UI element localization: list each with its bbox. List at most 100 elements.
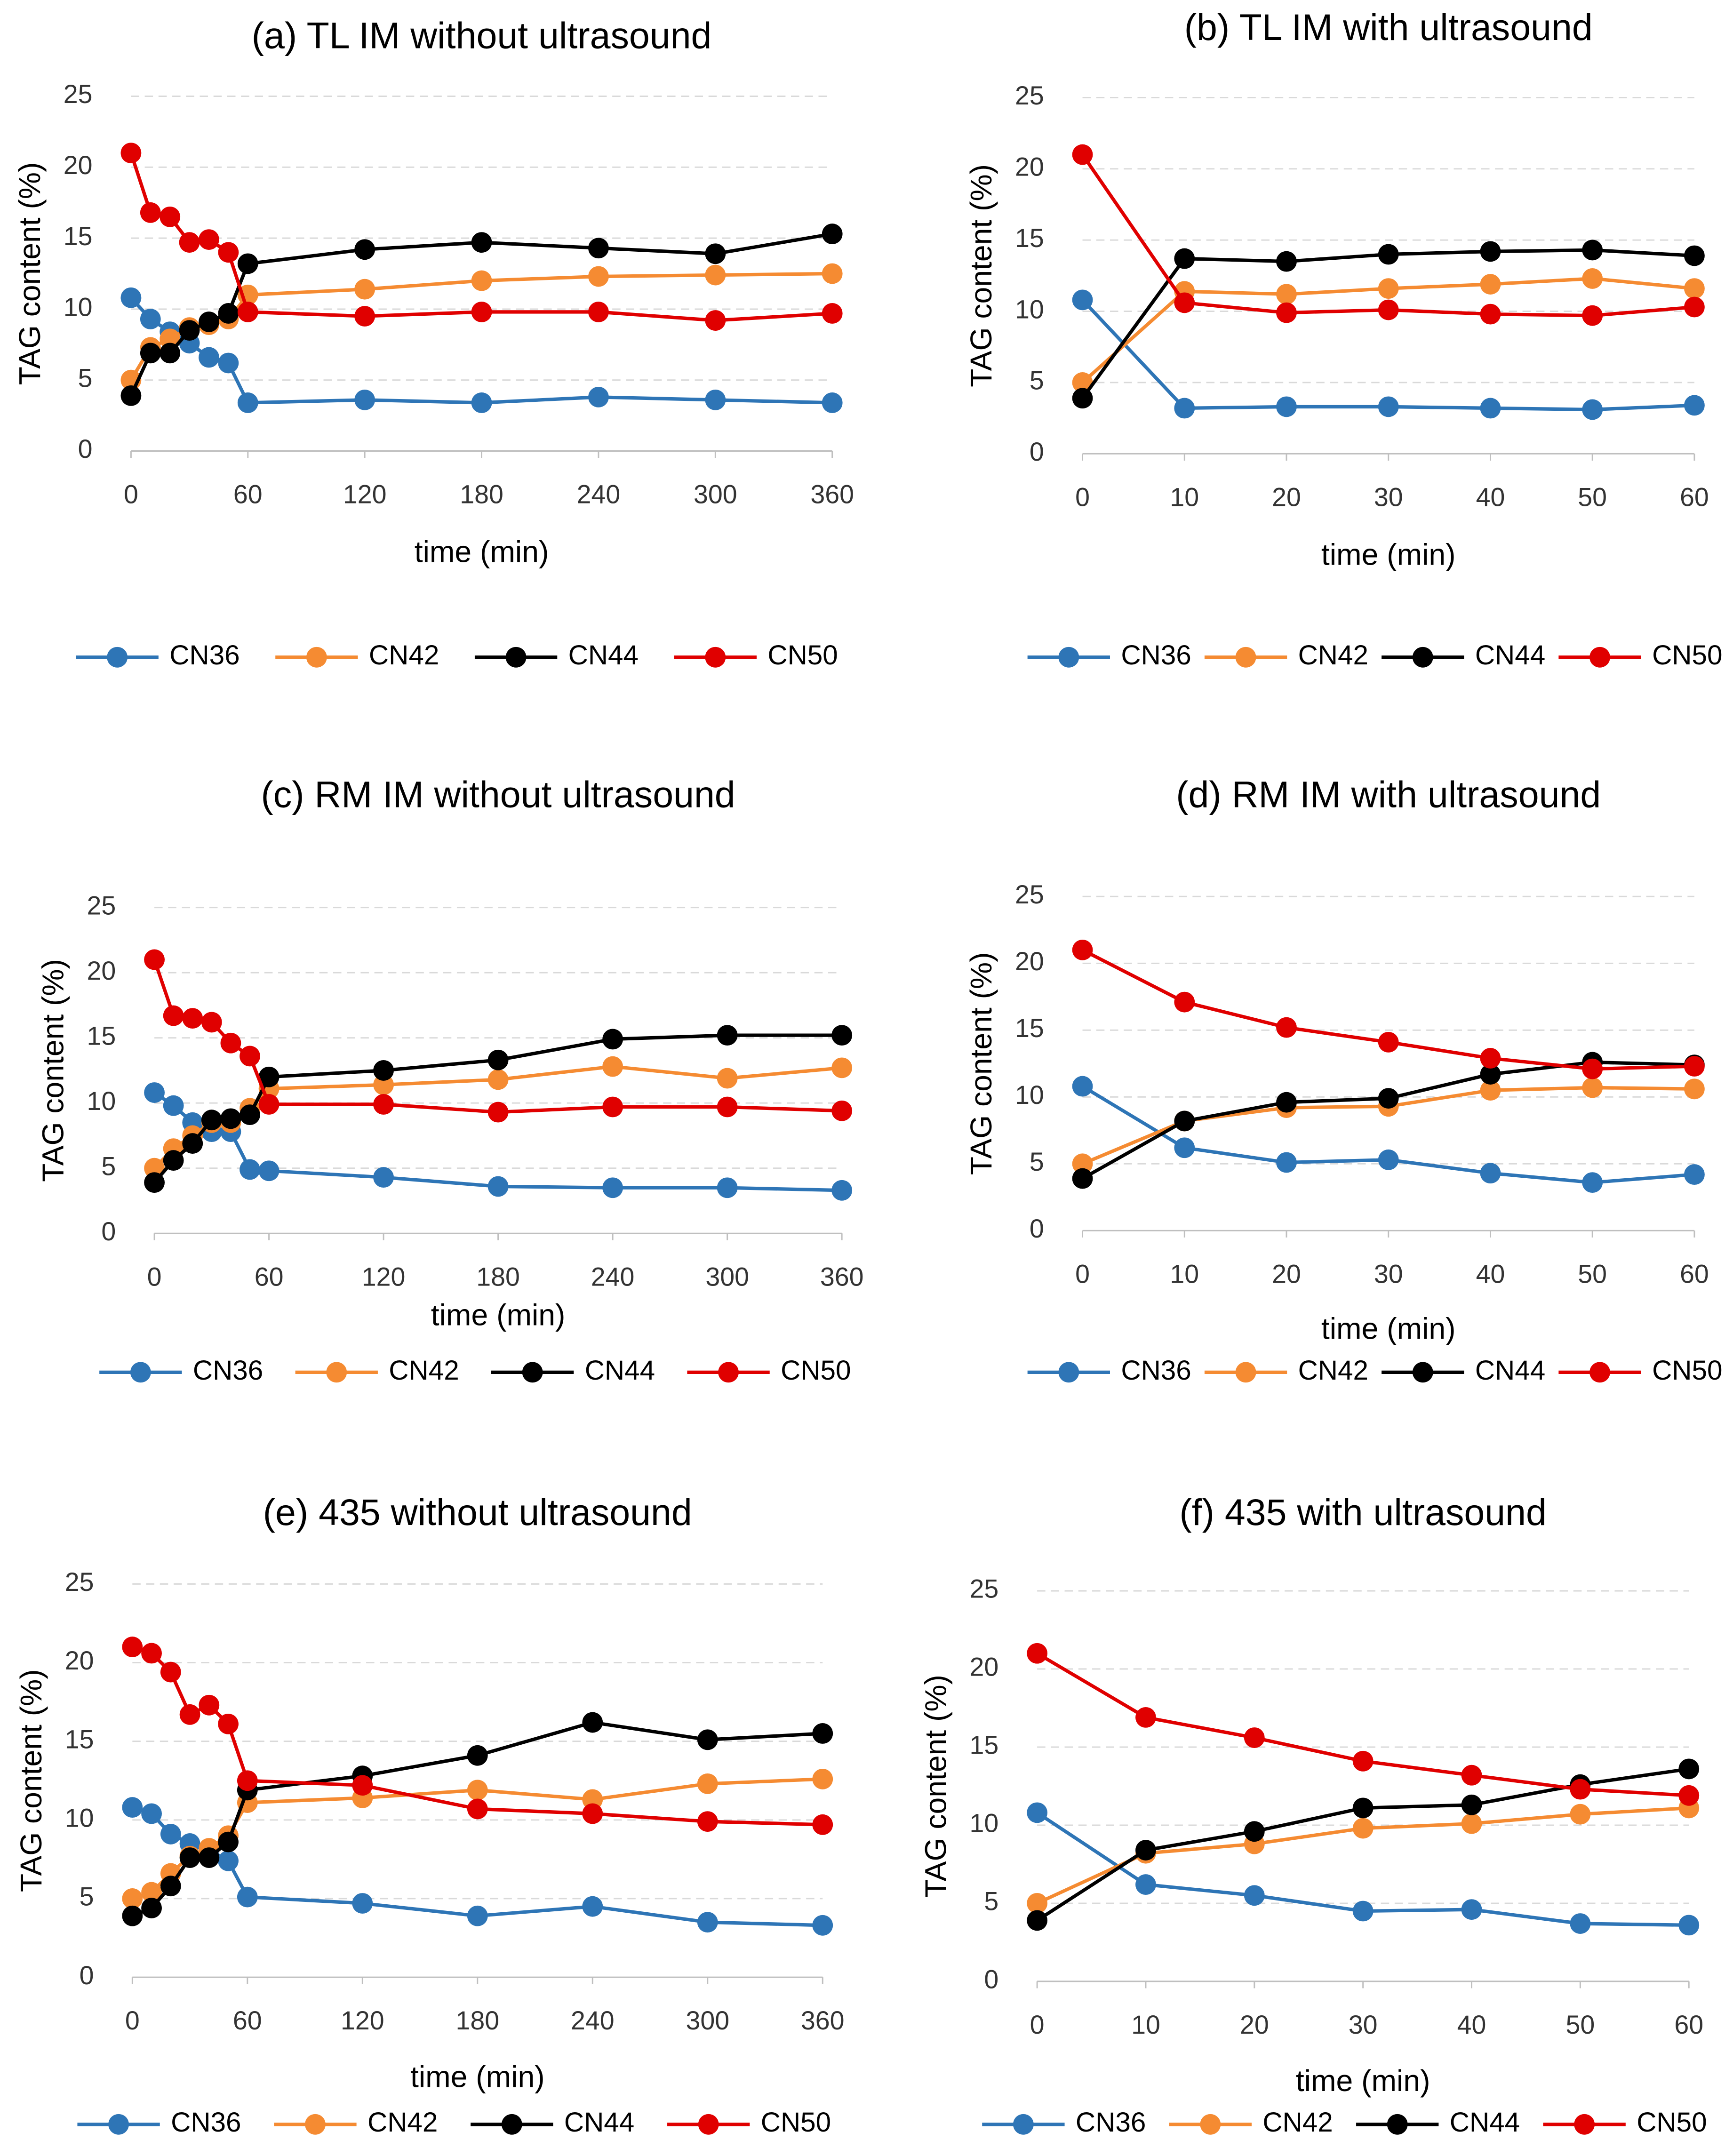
data-point <box>1352 1797 1374 1819</box>
legend-label: CN44 <box>1475 640 1545 671</box>
data-point <box>140 202 161 223</box>
x-tick-label: 60 <box>1680 1259 1709 1288</box>
data-point <box>1678 1915 1700 1936</box>
data-point <box>822 224 843 244</box>
y-axis-label: TAG content (%) <box>964 164 998 387</box>
legend-marker <box>1574 2114 1595 2135</box>
x-tick-label: 120 <box>362 1262 406 1291</box>
legend-marker <box>1387 2114 1408 2135</box>
data-point <box>199 229 219 250</box>
y-tick-label: 20 <box>970 1653 999 1682</box>
x-tick-label: 30 <box>1374 482 1403 511</box>
legend-label: CN42 <box>1262 2107 1333 2138</box>
data-point <box>237 302 258 322</box>
data-point <box>373 1074 394 1095</box>
data-point <box>1480 303 1501 325</box>
data-point <box>160 328 181 350</box>
data-point <box>354 279 375 300</box>
data-point <box>1684 278 1705 299</box>
x-tick-label: 60 <box>233 2006 262 2035</box>
x-axis-label: time (min) <box>431 1298 566 1332</box>
series-line <box>1036 1652 1689 1797</box>
y-tick-label: 20 <box>65 1646 94 1675</box>
data-point <box>218 1850 239 1871</box>
data-point <box>1582 399 1603 420</box>
y-tick-label: 20 <box>1015 152 1044 182</box>
data-point <box>602 1096 623 1118</box>
x-tick-label: 120 <box>341 2006 384 2035</box>
data-point <box>812 1915 833 1936</box>
y-tick-label: 10 <box>1015 295 1044 324</box>
chart-title: (f) 435 with ultrasound <box>1179 1492 1546 1533</box>
data-point <box>144 1082 165 1103</box>
y-tick-label: 0 <box>1030 1214 1044 1243</box>
y-tick-label: 5 <box>1030 366 1044 395</box>
x-tick-label: 300 <box>705 1262 749 1291</box>
data-point <box>1027 1802 1048 1823</box>
data-point <box>163 1150 184 1171</box>
data-point <box>588 302 609 322</box>
x-tick-label: 40 <box>1457 2010 1486 2039</box>
data-point <box>1480 1080 1501 1101</box>
data-point <box>602 1056 623 1077</box>
data-point <box>717 1096 738 1118</box>
legend-marker <box>501 2114 522 2135</box>
data-point <box>1276 1092 1297 1113</box>
data-point <box>373 1167 394 1188</box>
y-axis-label: TAG content (%) <box>14 1669 48 1892</box>
data-point <box>1684 1164 1705 1185</box>
data-point <box>160 206 181 227</box>
data-point <box>1174 398 1195 419</box>
y-tick-label: 20 <box>1015 947 1044 976</box>
data-point <box>1135 1707 1156 1728</box>
data-point <box>1072 289 1093 311</box>
data-point <box>1352 1818 1374 1839</box>
legend-marker <box>1013 2114 1034 2135</box>
series-line <box>1081 248 1695 399</box>
y-tick-label: 10 <box>1015 1080 1044 1110</box>
y-tick-label: 15 <box>87 1021 116 1050</box>
data-point <box>199 1694 220 1716</box>
data-point <box>141 1803 162 1824</box>
legend-label: CN42 <box>369 640 439 671</box>
data-point <box>144 1172 165 1193</box>
x-axis-label: time (min) <box>1321 537 1456 571</box>
data-point <box>1072 372 1093 393</box>
data-point <box>179 1704 200 1725</box>
data-point <box>1276 396 1297 417</box>
x-tick-label: 20 <box>1240 2010 1269 2039</box>
data-point <box>1276 284 1297 305</box>
data-point <box>179 232 200 253</box>
data-point <box>182 1008 203 1029</box>
data-point <box>1678 1758 1700 1780</box>
data-point <box>140 343 161 364</box>
legend-marker <box>130 1362 151 1383</box>
data-point <box>218 303 239 324</box>
legend-label: CN42 <box>1298 1355 1368 1386</box>
data-point <box>1174 991 1195 1013</box>
legend-label: CN50 <box>781 1355 851 1386</box>
y-tick-label: 0 <box>984 1965 998 1994</box>
data-point <box>1072 1153 1093 1174</box>
x-tick-label: 40 <box>1476 1259 1505 1288</box>
data-point <box>831 1100 853 1121</box>
data-point <box>201 1110 222 1131</box>
data-point <box>1027 1910 1048 1931</box>
data-point <box>1582 1077 1603 1098</box>
data-point <box>1276 1017 1297 1038</box>
y-tick-label: 15 <box>1015 1014 1044 1043</box>
x-axis-label: time (min) <box>410 2060 545 2093</box>
y-tick-label: 10 <box>64 293 93 322</box>
legend-label: CN50 <box>761 2107 831 2138</box>
data-point <box>467 1798 488 1820</box>
data-point <box>1582 268 1603 289</box>
data-point <box>1378 396 1399 417</box>
y-tick-label: 20 <box>64 151 93 180</box>
data-point <box>144 1158 165 1179</box>
legend-marker <box>1058 647 1079 668</box>
data-point <box>1174 292 1195 313</box>
legend-marker <box>718 1362 739 1383</box>
x-tick-label: 0 <box>1075 1259 1090 1288</box>
data-point <box>582 1803 603 1824</box>
legend-marker <box>698 2114 719 2135</box>
